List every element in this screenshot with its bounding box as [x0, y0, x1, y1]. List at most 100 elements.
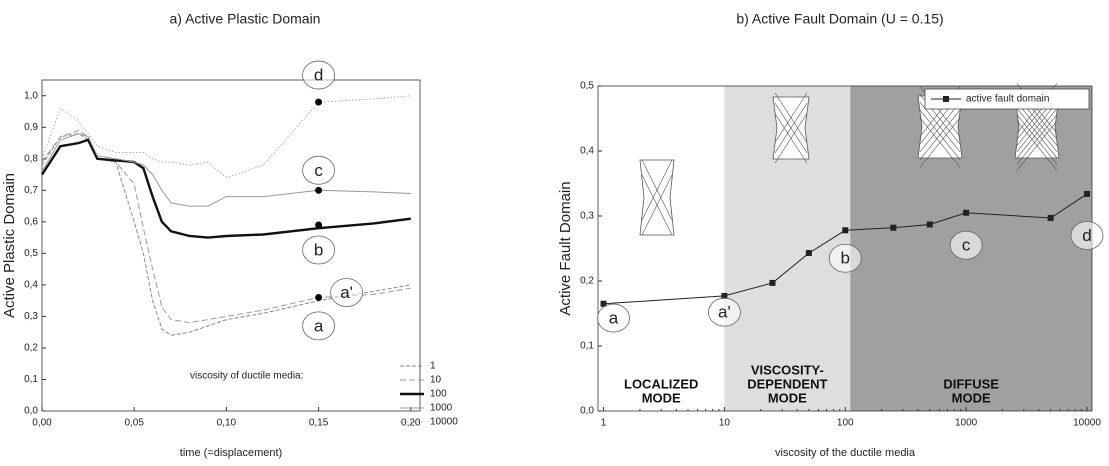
x-tick-label: 10 — [719, 418, 731, 429]
annotation-circle — [828, 243, 862, 273]
region-label: DEPENDENT — [747, 376, 827, 391]
annotation-circle — [597, 303, 630, 333]
annotation-label: b — [314, 240, 323, 259]
region-label: MODE — [952, 390, 991, 405]
y-tick-label: 0,0 — [24, 406, 38, 417]
region-label: DIFFUSE — [943, 376, 999, 391]
series-line — [40, 138, 411, 239]
chart-title: b) Active Fault Domain (U = 0.15) — [736, 11, 943, 27]
sketch-line — [1016, 102, 1058, 152]
x-tick-label: 1 — [601, 418, 607, 429]
annotation-circle — [949, 230, 983, 260]
annotation-circle — [1070, 221, 1104, 250]
annotation-point — [315, 221, 323, 229]
annotation-point — [315, 186, 323, 194]
annotation-label: a' — [340, 283, 353, 302]
legend-label: 1000 — [430, 403, 453, 414]
y-tick-label: 1,0 — [24, 90, 38, 101]
annotation-point — [315, 294, 323, 302]
legend-title: viscosity of ductile media: — [190, 371, 303, 382]
y-tick-label: 0,6 — [24, 216, 38, 227]
annotation-label: d — [314, 66, 323, 85]
y-tick-label: 0,0 — [580, 406, 594, 417]
x-tick-label: 0,20 — [401, 418, 421, 429]
y-axis-label: Active Plastic Domain — [1, 173, 18, 318]
series-line — [41, 95, 411, 179]
data-point — [805, 250, 812, 257]
annotation-label: d — [1082, 226, 1091, 245]
sketch-line — [919, 117, 961, 168]
y-tick-label: 0,5 — [24, 248, 38, 259]
data-point — [600, 300, 607, 307]
annotation-label: a' — [718, 303, 731, 322]
region-label: MODE — [768, 390, 807, 405]
data-point — [890, 224, 897, 231]
plot-frame — [41, 79, 421, 412]
data-point — [963, 209, 970, 216]
x-tick-label: 0,05 — [124, 418, 144, 429]
region-label: LOCALIZED — [624, 376, 698, 391]
x-tick-label: 10000 — [1073, 418, 1101, 429]
sketch-line — [774, 103, 808, 153]
sketch-line — [641, 174, 673, 236]
sketch-line — [919, 109, 961, 160]
annotation-label: a — [314, 316, 324, 335]
region-label: MODE — [642, 390, 681, 405]
x-tick-label: 1000 — [955, 418, 978, 429]
region-label: VISCOSITY- — [751, 362, 824, 377]
sketch-line — [1016, 114, 1058, 165]
annotation-label: a — [609, 309, 619, 328]
y-tick-label: 0,7 — [24, 185, 38, 196]
annotation-point — [315, 98, 323, 106]
series-line — [41, 133, 411, 207]
data-point — [842, 227, 849, 234]
legend-label: 10000 — [430, 417, 458, 428]
legend-label: 10 — [430, 375, 442, 386]
sketch-outline — [639, 159, 675, 236]
annotation-circle — [302, 155, 335, 185]
annotation-circle — [302, 60, 335, 90]
series-line — [603, 193, 1088, 305]
legend-label: 1 — [430, 361, 436, 372]
sketch-line — [919, 102, 961, 152]
sketch-line — [774, 113, 808, 164]
y-tick-label: 0,5 — [580, 81, 594, 92]
y-tick-label: 0,1 — [580, 341, 594, 352]
legend-box — [924, 88, 1090, 110]
data-point — [721, 292, 728, 299]
y-tick-label: 0,2 — [580, 276, 594, 287]
sketch-line — [1016, 108, 1058, 159]
y-tick-label: 0,4 — [24, 280, 38, 291]
x-tick-label: 0,10 — [217, 418, 237, 429]
annotation-label: c — [314, 161, 323, 180]
region — [598, 86, 725, 411]
y-axis-label: Active Fault Domain — [557, 181, 574, 315]
data-point — [926, 221, 933, 228]
annotation-circle — [330, 278, 363, 307]
sketch-line — [641, 159, 673, 221]
data-point — [1047, 214, 1054, 221]
x-axis-label: viscosity of the ductile media — [775, 447, 916, 459]
y-tick-label: 0,3 — [24, 311, 38, 322]
legend-marker — [943, 96, 949, 102]
y-tick-label: 0,1 — [24, 374, 38, 385]
annotation-label: c — [962, 236, 971, 255]
y-tick-label: 0,9 — [24, 122, 38, 133]
y-tick-label: 0,3 — [580, 211, 594, 222]
annotation-circle — [707, 297, 741, 327]
legend-label: active fault domain — [966, 94, 1049, 105]
chart-title: a) Active Plastic Domain — [170, 11, 321, 27]
series-line — [41, 129, 411, 324]
fault-sketch — [917, 86, 963, 168]
x-tick-label: 0,15 — [309, 418, 329, 429]
x-axis-label: time (=displacement) — [180, 447, 282, 459]
fault-sketch — [639, 159, 675, 236]
y-tick-label: 0,8 — [24, 153, 38, 164]
annotation-circle — [302, 235, 335, 265]
series-line — [41, 133, 411, 336]
legend-label: 100 — [430, 389, 447, 400]
sketch-line — [1016, 120, 1058, 171]
y-tick-label: 0,2 — [24, 343, 38, 354]
data-point — [769, 279, 776, 286]
